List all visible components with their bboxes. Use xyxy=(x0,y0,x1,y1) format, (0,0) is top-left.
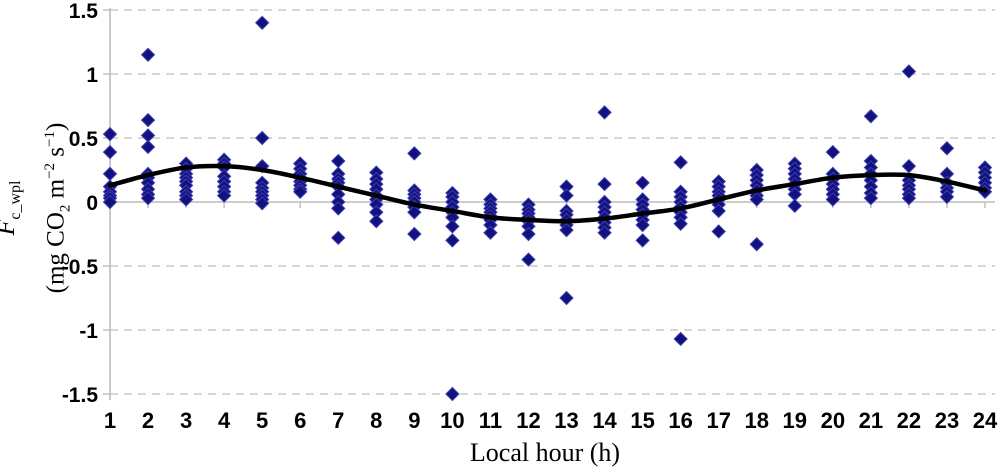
x-tick-label: 17 xyxy=(706,408,730,433)
x-tick-label: 8 xyxy=(370,408,382,433)
data-point-diamond xyxy=(140,47,156,63)
data-point-diamond xyxy=(102,194,118,210)
x-tick-label: 6 xyxy=(294,408,306,433)
x-tick-label: 21 xyxy=(859,408,883,433)
data-point-diamond xyxy=(597,176,612,192)
x-tick-label: 2 xyxy=(142,408,154,433)
data-point-diamond xyxy=(140,139,156,155)
data-point-diamond xyxy=(825,144,841,160)
x-tick-label: 5 xyxy=(256,408,268,433)
data-point-diamond xyxy=(521,226,536,242)
data-point-diamond xyxy=(331,201,346,216)
x-tick-label: 10 xyxy=(440,408,464,433)
y-tick-label: -0.5 xyxy=(62,256,99,279)
y-tick-label: -1.5 xyxy=(62,384,99,407)
data-point-diamond xyxy=(102,166,118,182)
data-point-diamond xyxy=(102,126,118,142)
data-point-diamond xyxy=(939,141,955,156)
x-tick-label: 19 xyxy=(783,408,807,433)
data-point-diamond xyxy=(254,196,270,211)
y-tick-labels: 1.5 1 0.5 0 -0.5 -1 -1.5 xyxy=(62,0,99,407)
x-tick-label: 24 xyxy=(973,408,998,433)
trend-line xyxy=(107,163,988,224)
data-point-diamond xyxy=(140,112,156,128)
data-point-diamond xyxy=(749,237,764,252)
data-point-diamond xyxy=(635,217,650,233)
data-point-diamond xyxy=(331,230,346,246)
y-tick-label: -1 xyxy=(79,320,98,343)
data-point-diamond xyxy=(635,233,650,248)
x-tick-label: 11 xyxy=(479,408,502,433)
x-tick-label: 16 xyxy=(668,408,692,433)
y-tick-label: 0.5 xyxy=(69,128,99,151)
data-point-diamond xyxy=(711,203,726,219)
data-point-diamond xyxy=(483,225,498,240)
x-tick-label: 22 xyxy=(897,408,921,433)
data-point-diamond xyxy=(140,190,156,206)
data-point-diamond xyxy=(407,205,422,220)
data-point-diamond xyxy=(673,331,688,347)
data-point-diamond xyxy=(254,15,270,31)
data-point-diamond xyxy=(559,222,574,238)
data-point-diamond xyxy=(635,175,650,191)
data-point-diamond xyxy=(901,190,917,206)
data-point-diamond xyxy=(939,189,955,205)
data-point-diamond xyxy=(673,216,688,231)
data-point-diamond xyxy=(597,225,612,240)
data-point-diamond xyxy=(825,192,841,207)
data-point-diamond xyxy=(863,190,879,206)
x-tick-label: 23 xyxy=(935,408,959,433)
x-tick-label: 13 xyxy=(554,408,578,433)
y-tick-label: 0 xyxy=(86,192,98,215)
x-axis-title: Local hour (h) xyxy=(469,438,621,467)
data-point-diamond xyxy=(331,153,346,169)
data-point-diamond xyxy=(559,188,574,203)
data-point-diamond xyxy=(787,198,802,214)
y-axis-symbol: Fc_wpl xyxy=(0,180,25,236)
x-tick-label: 20 xyxy=(821,408,845,433)
y-tick-label: 1.5 xyxy=(69,0,99,23)
x-tick-label: 12 xyxy=(516,408,540,433)
x-tick-label: 9 xyxy=(408,408,420,433)
y-tick-label: 1 xyxy=(86,64,98,87)
data-point-diamond xyxy=(749,192,764,207)
data-point-diamond xyxy=(102,144,118,160)
x-tick-label: 18 xyxy=(744,408,768,433)
data-point-diamond xyxy=(901,158,917,174)
x-tick-label: 15 xyxy=(630,408,654,433)
trend-line-path xyxy=(107,163,988,224)
data-point-diamond xyxy=(863,109,879,124)
data-point-diamond xyxy=(445,386,460,402)
x-tick-label: 3 xyxy=(180,408,192,433)
data-point-diamond xyxy=(216,188,232,203)
data-point-diamond xyxy=(673,155,688,170)
x-tick-label: 1 xyxy=(104,408,116,433)
data-point-diamond xyxy=(559,290,574,306)
x-tick-labels: 1 2 3 4 5 6 7 8 9 10 11 12 13 14 15 16 17 18 19 20 21 22 23 24 xyxy=(104,408,998,433)
x-tick-label: 7 xyxy=(332,408,344,433)
data-point-diamond xyxy=(407,226,422,242)
data-point-diamond xyxy=(178,192,194,207)
data-point-diamond xyxy=(369,213,384,229)
data-point-diamond xyxy=(597,105,612,120)
data-point-diamond xyxy=(521,252,536,267)
data-point-diamond xyxy=(711,224,726,239)
data-point-diamond xyxy=(445,219,460,234)
data-point-diamond xyxy=(901,64,917,79)
y-axis-units: (mg CO2 m−2 s−1) xyxy=(42,122,74,294)
data-point-diamond xyxy=(293,184,308,199)
gridlines xyxy=(110,9,995,395)
scatter-points xyxy=(102,15,993,402)
x-tick-label: 14 xyxy=(592,408,617,433)
axes xyxy=(103,8,986,400)
data-point-diamond xyxy=(445,233,460,248)
y-axis-title: Fc_wpl (mg CO2 m−2 s−1) xyxy=(0,38,74,378)
data-point-diamond xyxy=(254,130,270,146)
data-point-diamond xyxy=(407,146,422,161)
x-tick-label: 4 xyxy=(218,408,231,433)
